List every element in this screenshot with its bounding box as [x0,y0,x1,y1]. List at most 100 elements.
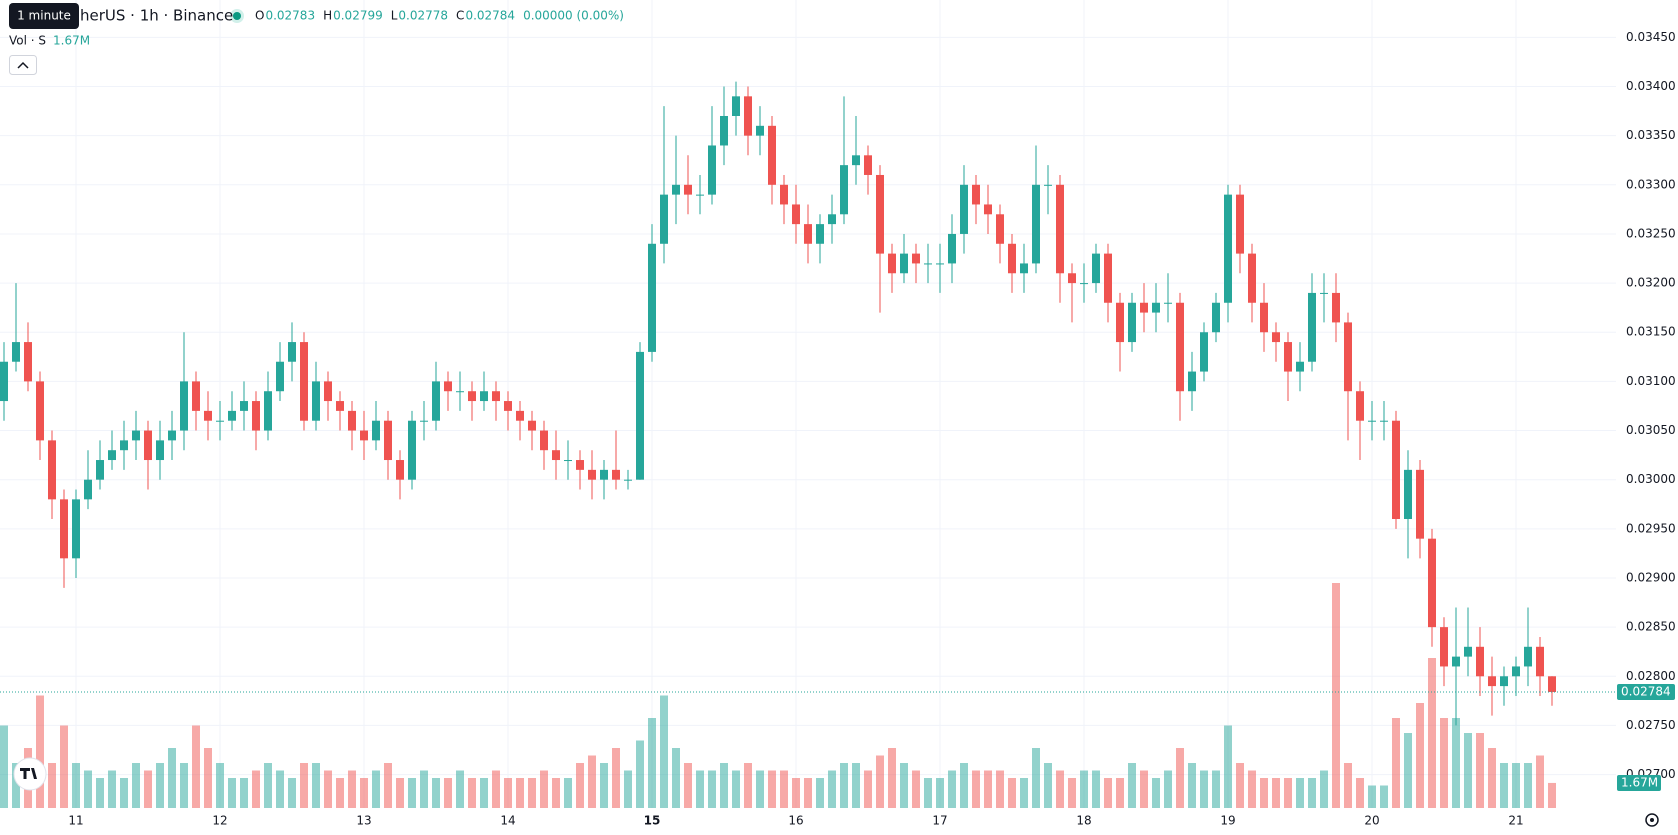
candle-body [732,96,740,116]
candle-body [1152,302,1160,313]
candle-body [1200,332,1208,372]
volume-bar [1500,763,1508,808]
volume-bar [744,763,752,808]
volume-bar [468,778,476,808]
candle-layer [0,81,1556,726]
volume-bar [204,748,212,808]
volume-bar [1428,658,1436,808]
candle-body [288,342,296,362]
volume-bar [828,770,836,808]
volume-bar [660,695,668,808]
collapse-button[interactable] [9,55,37,75]
y-tick-label: 0.03300 [1626,177,1676,191]
volume-bar [720,763,728,808]
candle-body [1236,194,1244,254]
volume-bar [1032,748,1040,808]
candle-body [696,194,704,196]
y-tick-label: 0.03100 [1626,374,1676,388]
y-tick-label: 0.03150 [1626,325,1676,339]
volume-bar [1512,763,1520,808]
y-tick-label: 0.03450 [1626,30,1676,44]
candle-body [1452,656,1460,667]
ohlc-value: 0.02784 [465,9,515,23]
volume-bar [1200,770,1208,808]
volume-bar [1452,718,1460,808]
x-tick-label: 15 [644,814,661,828]
candle-body [600,469,608,480]
volume-bar [684,763,692,808]
volume-bar [1476,733,1484,808]
candle-body [504,401,512,411]
volume-bar [324,770,332,808]
volume-bar [1020,778,1028,808]
volume-bar [612,748,620,808]
volume-layer [0,583,1556,808]
candle-body [384,420,392,461]
x-tick-label: 14 [500,814,515,828]
volume-bar [12,763,20,808]
volume-bar [624,770,632,808]
volume-bar [1440,718,1448,808]
candle-body [336,401,344,411]
volume-bar [984,770,992,808]
candle-body [420,420,428,422]
candle-body [816,224,824,244]
candle-body [1332,292,1340,323]
volume-value: 1.67M [53,34,90,48]
volume-bar [1536,755,1544,808]
candle-body [636,351,644,480]
candle-body [1380,420,1388,422]
volume-bar [864,770,872,808]
volume-badge [1617,774,1661,791]
volume-bar [1308,778,1316,808]
volume-bar [936,778,944,808]
volume-bar [264,763,272,808]
candle-body [1404,469,1412,520]
ohlc-label: H [323,9,332,23]
candle-body [708,145,716,195]
candle-body [1248,253,1256,303]
candle-body [768,125,776,185]
candle-body [276,361,284,392]
volume-badge-label: 1.67M [1621,775,1658,789]
volume-bar [192,725,200,808]
x-tick-label: 18 [1076,814,1091,828]
candle-body [528,420,536,431]
symbol-title: herUS · 1h · Binance [80,7,233,25]
volume-bar [72,763,80,808]
settings-icon[interactable] [1645,813,1659,827]
volume-bar [1284,778,1292,808]
candle-body [720,115,728,146]
volume-bar [180,763,188,808]
volume-bar [1104,778,1112,808]
volume-bar [1464,733,1472,808]
logo[interactable] [13,757,47,791]
volume-bar [1332,583,1340,808]
volume-bar [396,778,404,808]
volume-bar [1296,778,1304,808]
volume-bar [576,763,584,808]
candle-body [108,450,116,461]
candle-body [1488,676,1496,687]
candle-body [1224,194,1232,303]
y-tick-label: 0.03250 [1626,226,1676,240]
volume-bar [528,778,536,808]
volume-bar [1260,778,1268,808]
volume-bar [384,763,392,808]
ohlc-value: 0.02799 [333,9,383,23]
volume-bar [756,770,764,808]
volume-bar [708,770,716,808]
y-tick-label: 0.02750 [1626,718,1676,732]
candle-body [612,469,620,480]
volume-bar [1548,782,1556,808]
candle-body [1080,283,1088,285]
volume-bar [912,770,920,808]
candle-body [228,410,236,421]
candle-body [780,184,788,205]
candle-body [576,460,584,470]
candle-body [564,460,572,462]
volume-bar [552,778,560,808]
volume-bar [1524,763,1532,808]
candle-body [648,243,656,352]
